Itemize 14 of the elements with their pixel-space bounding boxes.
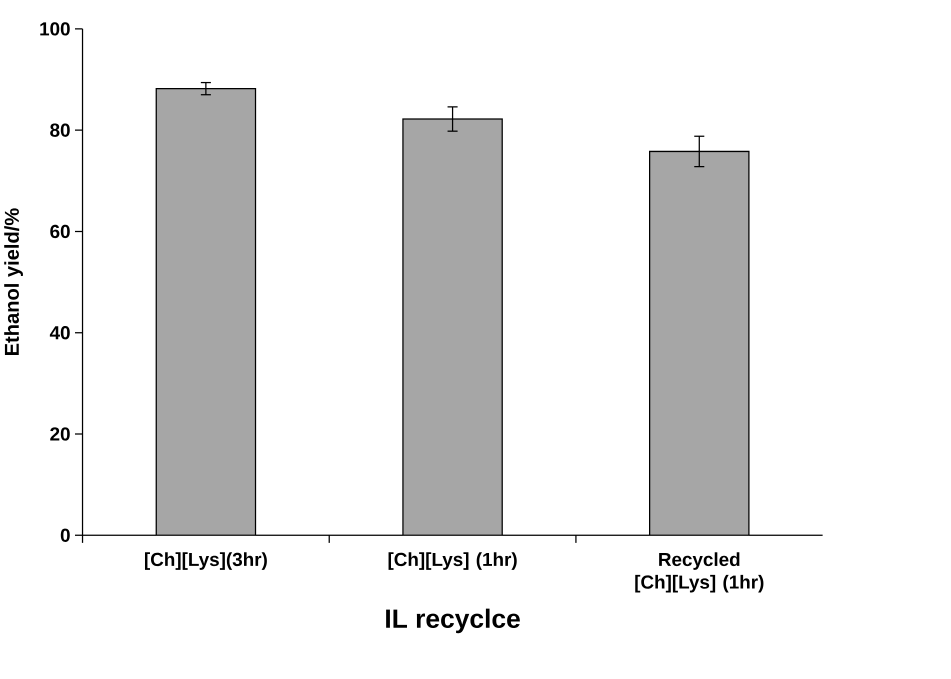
x-tick-label: Recycled [Ch][Lys] (1hr) (635, 552, 764, 593)
y-tick-label: 60 (50, 225, 70, 238)
y-axis-title: Ethanol yield/% (4, 208, 23, 356)
x-tick-label: [Ch][Lys](3hr) (144, 552, 267, 570)
bar (156, 88, 256, 536)
y-tick-label: 40 (50, 326, 70, 340)
bar (649, 151, 750, 536)
bar (402, 119, 502, 536)
y-tick-label: 100 (40, 22, 70, 36)
x-axis-title: IL recyclce (386, 608, 520, 634)
y-tick-label: 20 (50, 428, 70, 441)
x-tick-label: [Ch][Lys] (1hr) (388, 552, 517, 570)
y-tick-label: 80 (50, 124, 70, 138)
y-tick-label: 0 (60, 528, 70, 542)
